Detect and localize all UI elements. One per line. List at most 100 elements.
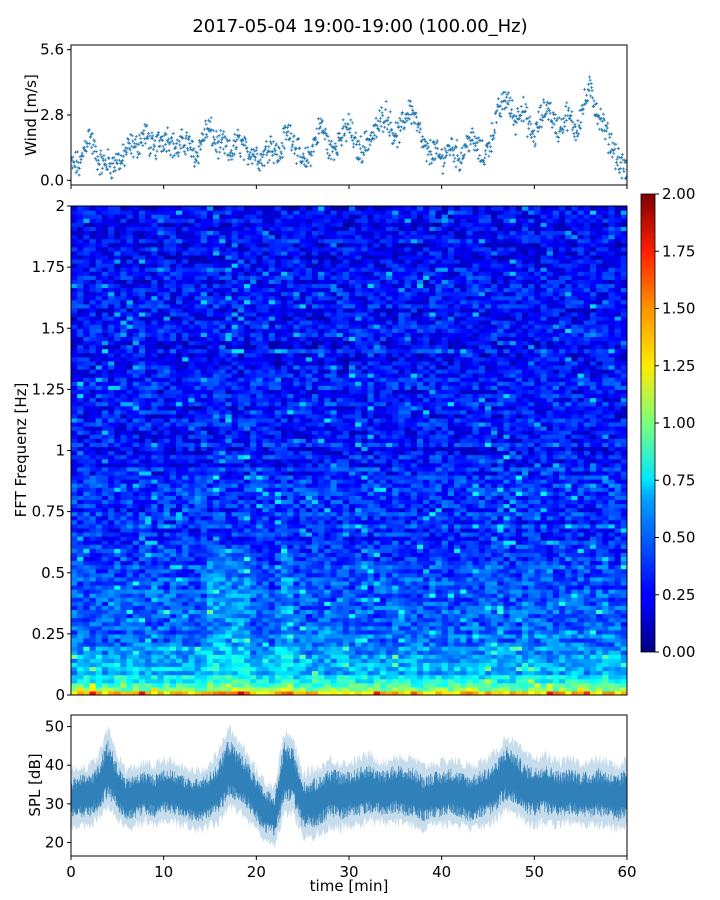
spectrogram-cell (114, 646, 122, 651)
spectrogram-cell (213, 299, 220, 305)
wind-point (78, 167, 82, 171)
spectrogram-cell (151, 584, 159, 590)
spectrogram-cell (213, 434, 220, 439)
wind-point (335, 151, 339, 155)
spectrogram-cell (256, 458, 264, 464)
spectrogram-cell (120, 491, 128, 496)
spectrogram-cell (200, 552, 208, 558)
spectrogram-cell (206, 258, 214, 264)
wind-point (265, 153, 269, 157)
spectrogram-cell (243, 544, 251, 549)
spectrogram-cell (219, 556, 227, 562)
spectrogram-cell (225, 580, 233, 586)
wind-point (162, 149, 166, 153)
spectrogram-cell (182, 662, 189, 668)
spectrogram-cell (194, 532, 202, 537)
spectrogram-cell (114, 686, 122, 692)
spectrogram-cell (108, 686, 115, 692)
spectrogram-cell (120, 446, 128, 452)
spectrogram-cell (77, 462, 84, 468)
spectrogram-cell (182, 234, 189, 240)
spectrogram-cell (262, 254, 270, 260)
spectrogram-cell (243, 609, 251, 615)
spectrogram-cell (138, 381, 146, 386)
spectrogram-cell (120, 352, 128, 358)
wind-point (547, 117, 551, 121)
spectrogram-cell (219, 250, 227, 256)
spectrogram-cell (169, 548, 177, 553)
wind-point (264, 145, 268, 149)
spectrogram-cell (213, 605, 220, 611)
spectrogram-cell (126, 434, 134, 439)
spectrogram-cell (200, 462, 208, 468)
spectrogram-cell (194, 275, 202, 280)
spectrogram-cell (71, 670, 78, 676)
spectrogram-cell (200, 625, 208, 631)
spectrogram-cell (256, 662, 264, 668)
spectrogram-cell (200, 250, 208, 256)
spectrogram-cell (250, 352, 257, 358)
spectrogram-cell (182, 658, 189, 663)
spectrogram-cell (108, 572, 115, 578)
spectrogram-cell (256, 426, 264, 431)
spectrogram-cell (194, 360, 202, 366)
spectrogram-cell (213, 369, 220, 374)
spectrogram-cell (101, 267, 109, 272)
spectrogram-cell (231, 316, 239, 321)
spectrogram-cell (213, 442, 220, 448)
spectrogram-cell (108, 536, 115, 541)
spectrogram-cell (243, 344, 251, 350)
spectrogram-cell (231, 678, 239, 684)
spectrogram-cell (145, 344, 152, 350)
spectrogram-cell (163, 397, 171, 403)
wind-point (267, 145, 271, 149)
spectrogram-cell (138, 487, 146, 492)
spectrogram-cell (120, 393, 128, 399)
spectrogram-cell (83, 275, 91, 280)
spectrogram-cell (262, 324, 270, 329)
spectrogram-cell (243, 389, 251, 395)
spectrogram-cell (213, 682, 220, 688)
spectrogram-cell (77, 356, 84, 362)
spectrogram-cell (71, 580, 78, 586)
spectrogram-cell (250, 369, 257, 374)
spectrogram-cell (101, 230, 109, 236)
wind-point (620, 152, 624, 156)
spectrogram-cell (114, 360, 122, 366)
spectrogram-cell (145, 360, 152, 366)
spectrogram-cell (145, 369, 152, 374)
wind-point (485, 145, 489, 149)
spectrogram-cell (114, 373, 122, 378)
spectrogram-cell (71, 421, 78, 427)
spectrogram-cell (157, 389, 165, 395)
wind-point (462, 156, 466, 160)
spectrogram-cell (200, 360, 208, 366)
spectrogram-cell (77, 430, 84, 435)
spectrogram-cell (194, 670, 202, 676)
wind-point (193, 160, 197, 164)
spectrogram-cell (176, 287, 183, 293)
spectrogram-cell (213, 234, 220, 240)
spectrogram-cell (163, 246, 171, 252)
spectrogram-cell (126, 397, 134, 403)
spectrogram-cell (250, 564, 257, 570)
spectrogram-cell (219, 479, 227, 484)
spectrogram-cell (83, 511, 91, 517)
spectrogram-cell (206, 499, 214, 505)
spectrogram-cell (138, 625, 146, 631)
spectrogram-cell (194, 409, 202, 415)
spectrogram-cell (219, 364, 227, 370)
spectrogram-cell (188, 332, 196, 337)
wind-point (526, 122, 530, 126)
spectrogram-cell (163, 344, 171, 350)
spectrogram-cell (188, 495, 196, 500)
spectrogram-cell (132, 336, 140, 342)
wind-point (245, 146, 249, 150)
spectrogram-cell (114, 527, 122, 533)
spectrogram-cell (188, 605, 196, 611)
spectrogram-cell (206, 381, 214, 386)
wind-point (131, 139, 135, 143)
spectrogram-cell (145, 401, 152, 407)
spectrogram-cell (213, 438, 220, 443)
wind-point (496, 97, 500, 101)
